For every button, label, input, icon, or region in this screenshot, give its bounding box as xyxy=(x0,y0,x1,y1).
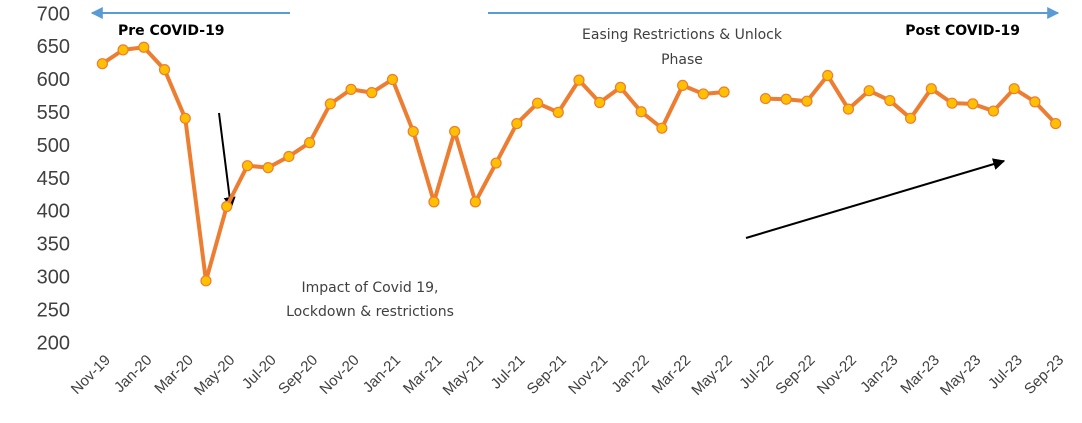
data-point xyxy=(117,44,129,56)
data-point xyxy=(324,98,336,110)
x-tick-label: Mar-20 xyxy=(151,352,197,398)
data-point xyxy=(158,64,171,76)
x-tick-label: Mar-23 xyxy=(897,352,943,398)
y-tick-label: 450 xyxy=(37,168,70,190)
data-point xyxy=(842,103,855,115)
data-point xyxy=(138,41,150,53)
x-tick-label: Sep-21 xyxy=(524,352,570,398)
annotation: Easing Restrictions & Unlock xyxy=(582,27,783,43)
y-tick-label: 300 xyxy=(37,266,70,288)
data-point xyxy=(925,83,937,95)
y-tick-label: 550 xyxy=(37,102,70,124)
y-tick-label: 600 xyxy=(37,69,70,91)
data-point xyxy=(262,162,274,174)
data-point xyxy=(822,69,834,82)
x-tick-label: Mar-21 xyxy=(400,352,446,398)
data-point xyxy=(573,74,585,86)
data-point xyxy=(946,97,958,109)
data-point xyxy=(241,160,254,172)
data-point xyxy=(884,94,896,107)
data-point xyxy=(759,92,772,105)
data-point xyxy=(614,81,627,93)
x-tick-label: Jul-20 xyxy=(239,352,280,393)
data-point xyxy=(594,96,606,109)
x-tick-label: Sep-20 xyxy=(275,352,321,398)
data-point xyxy=(677,79,689,92)
data-point xyxy=(283,150,295,163)
x-tick-label: Jan-22 xyxy=(608,352,652,396)
annotation: Lockdown & restrictions xyxy=(286,304,454,320)
data-point xyxy=(718,86,730,98)
x-tick-label: Nov-19 xyxy=(68,352,114,398)
data-point xyxy=(531,97,544,109)
data-point xyxy=(366,87,378,99)
data-point xyxy=(1050,117,1062,130)
trend-arrow xyxy=(745,158,1006,239)
x-tick-label: May-22 xyxy=(688,352,735,399)
data-point xyxy=(386,73,399,86)
x-tick-label: Sep-22 xyxy=(772,352,818,398)
annotation: Post COVID-19 xyxy=(905,23,1020,39)
data-point xyxy=(490,157,502,169)
data-point xyxy=(780,93,792,105)
data-point xyxy=(1029,96,1041,108)
data-point xyxy=(96,58,108,70)
data-point xyxy=(469,196,481,208)
data-point xyxy=(407,125,419,138)
x-tick-label: May-23 xyxy=(937,352,984,399)
data-point xyxy=(863,85,875,97)
data-point xyxy=(635,106,647,118)
data-point xyxy=(697,88,709,100)
data-point xyxy=(449,125,461,138)
data-point xyxy=(1008,83,1020,95)
x-tick-label: Jul-21 xyxy=(488,352,529,393)
data-point xyxy=(221,200,233,213)
x-tick-label: Jul-23 xyxy=(985,352,1026,393)
y-tick-label: 200 xyxy=(37,332,70,354)
data-point xyxy=(552,106,564,118)
x-tick-label: Nov-21 xyxy=(565,352,611,398)
y-tick-label: 650 xyxy=(37,36,70,58)
x-tick-label: Sep-23 xyxy=(1021,352,1067,398)
y-tick-label: 350 xyxy=(37,234,70,256)
series-line xyxy=(101,45,725,283)
data-point xyxy=(967,98,979,110)
y-tick-label: 400 xyxy=(37,201,70,223)
annotation: Pre COVID-19 xyxy=(118,23,225,39)
data-point xyxy=(345,83,357,95)
data-point xyxy=(428,196,440,208)
y-tick-label: 500 xyxy=(37,135,70,157)
data-point xyxy=(656,122,668,134)
data-point xyxy=(200,275,212,287)
data-point xyxy=(801,95,813,107)
data-point xyxy=(904,112,917,124)
y-tick-label: 250 xyxy=(37,299,70,321)
x-tick-label: May-20 xyxy=(191,352,238,399)
annotation: Phase xyxy=(661,52,703,68)
x-tick-label: Jan-21 xyxy=(360,352,404,396)
y-tick-label: 700 xyxy=(37,3,70,25)
x-tick-label: Nov-20 xyxy=(316,352,362,398)
x-tick-label: Jul-22 xyxy=(736,352,777,393)
x-tick-label: Nov-22 xyxy=(814,352,860,398)
x-tick-label: Jan-23 xyxy=(857,352,901,396)
x-tick-label: Jan-20 xyxy=(111,352,155,396)
x-tick-label: May-21 xyxy=(440,352,487,399)
data-point xyxy=(179,112,191,124)
data-point xyxy=(511,117,523,130)
impact-arrow xyxy=(218,112,236,210)
data-point xyxy=(303,137,316,149)
x-tick-label: Mar-22 xyxy=(649,352,695,398)
data-point xyxy=(987,105,1000,117)
annotation: Impact of Covid 19, xyxy=(302,280,439,296)
